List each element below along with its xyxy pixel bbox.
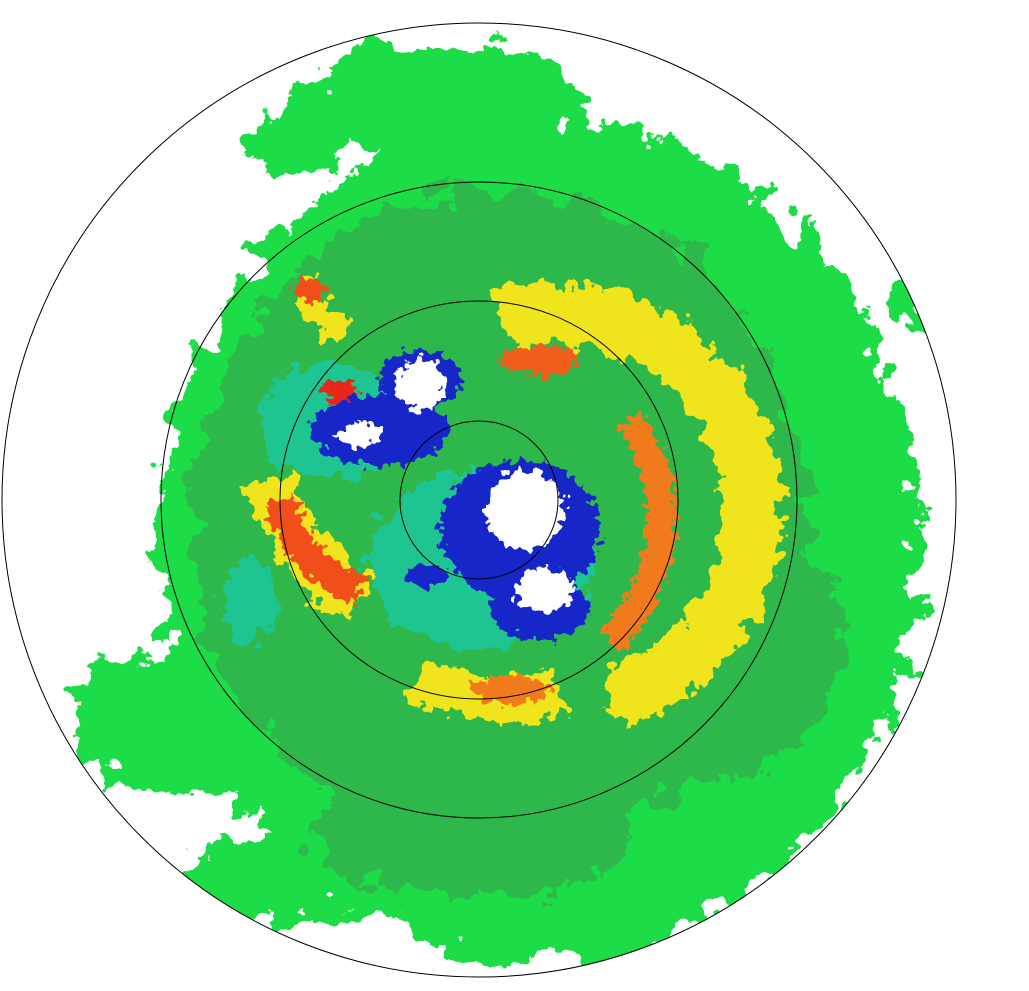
echo-white <box>338 360 575 612</box>
range-ring <box>160 181 798 819</box>
range-rings <box>1 22 957 978</box>
echo-red <box>265 278 677 704</box>
reflectivity <box>70 40 925 970</box>
range-ring <box>279 300 679 700</box>
range-ring <box>399 420 559 580</box>
range-ring <box>1 22 957 978</box>
